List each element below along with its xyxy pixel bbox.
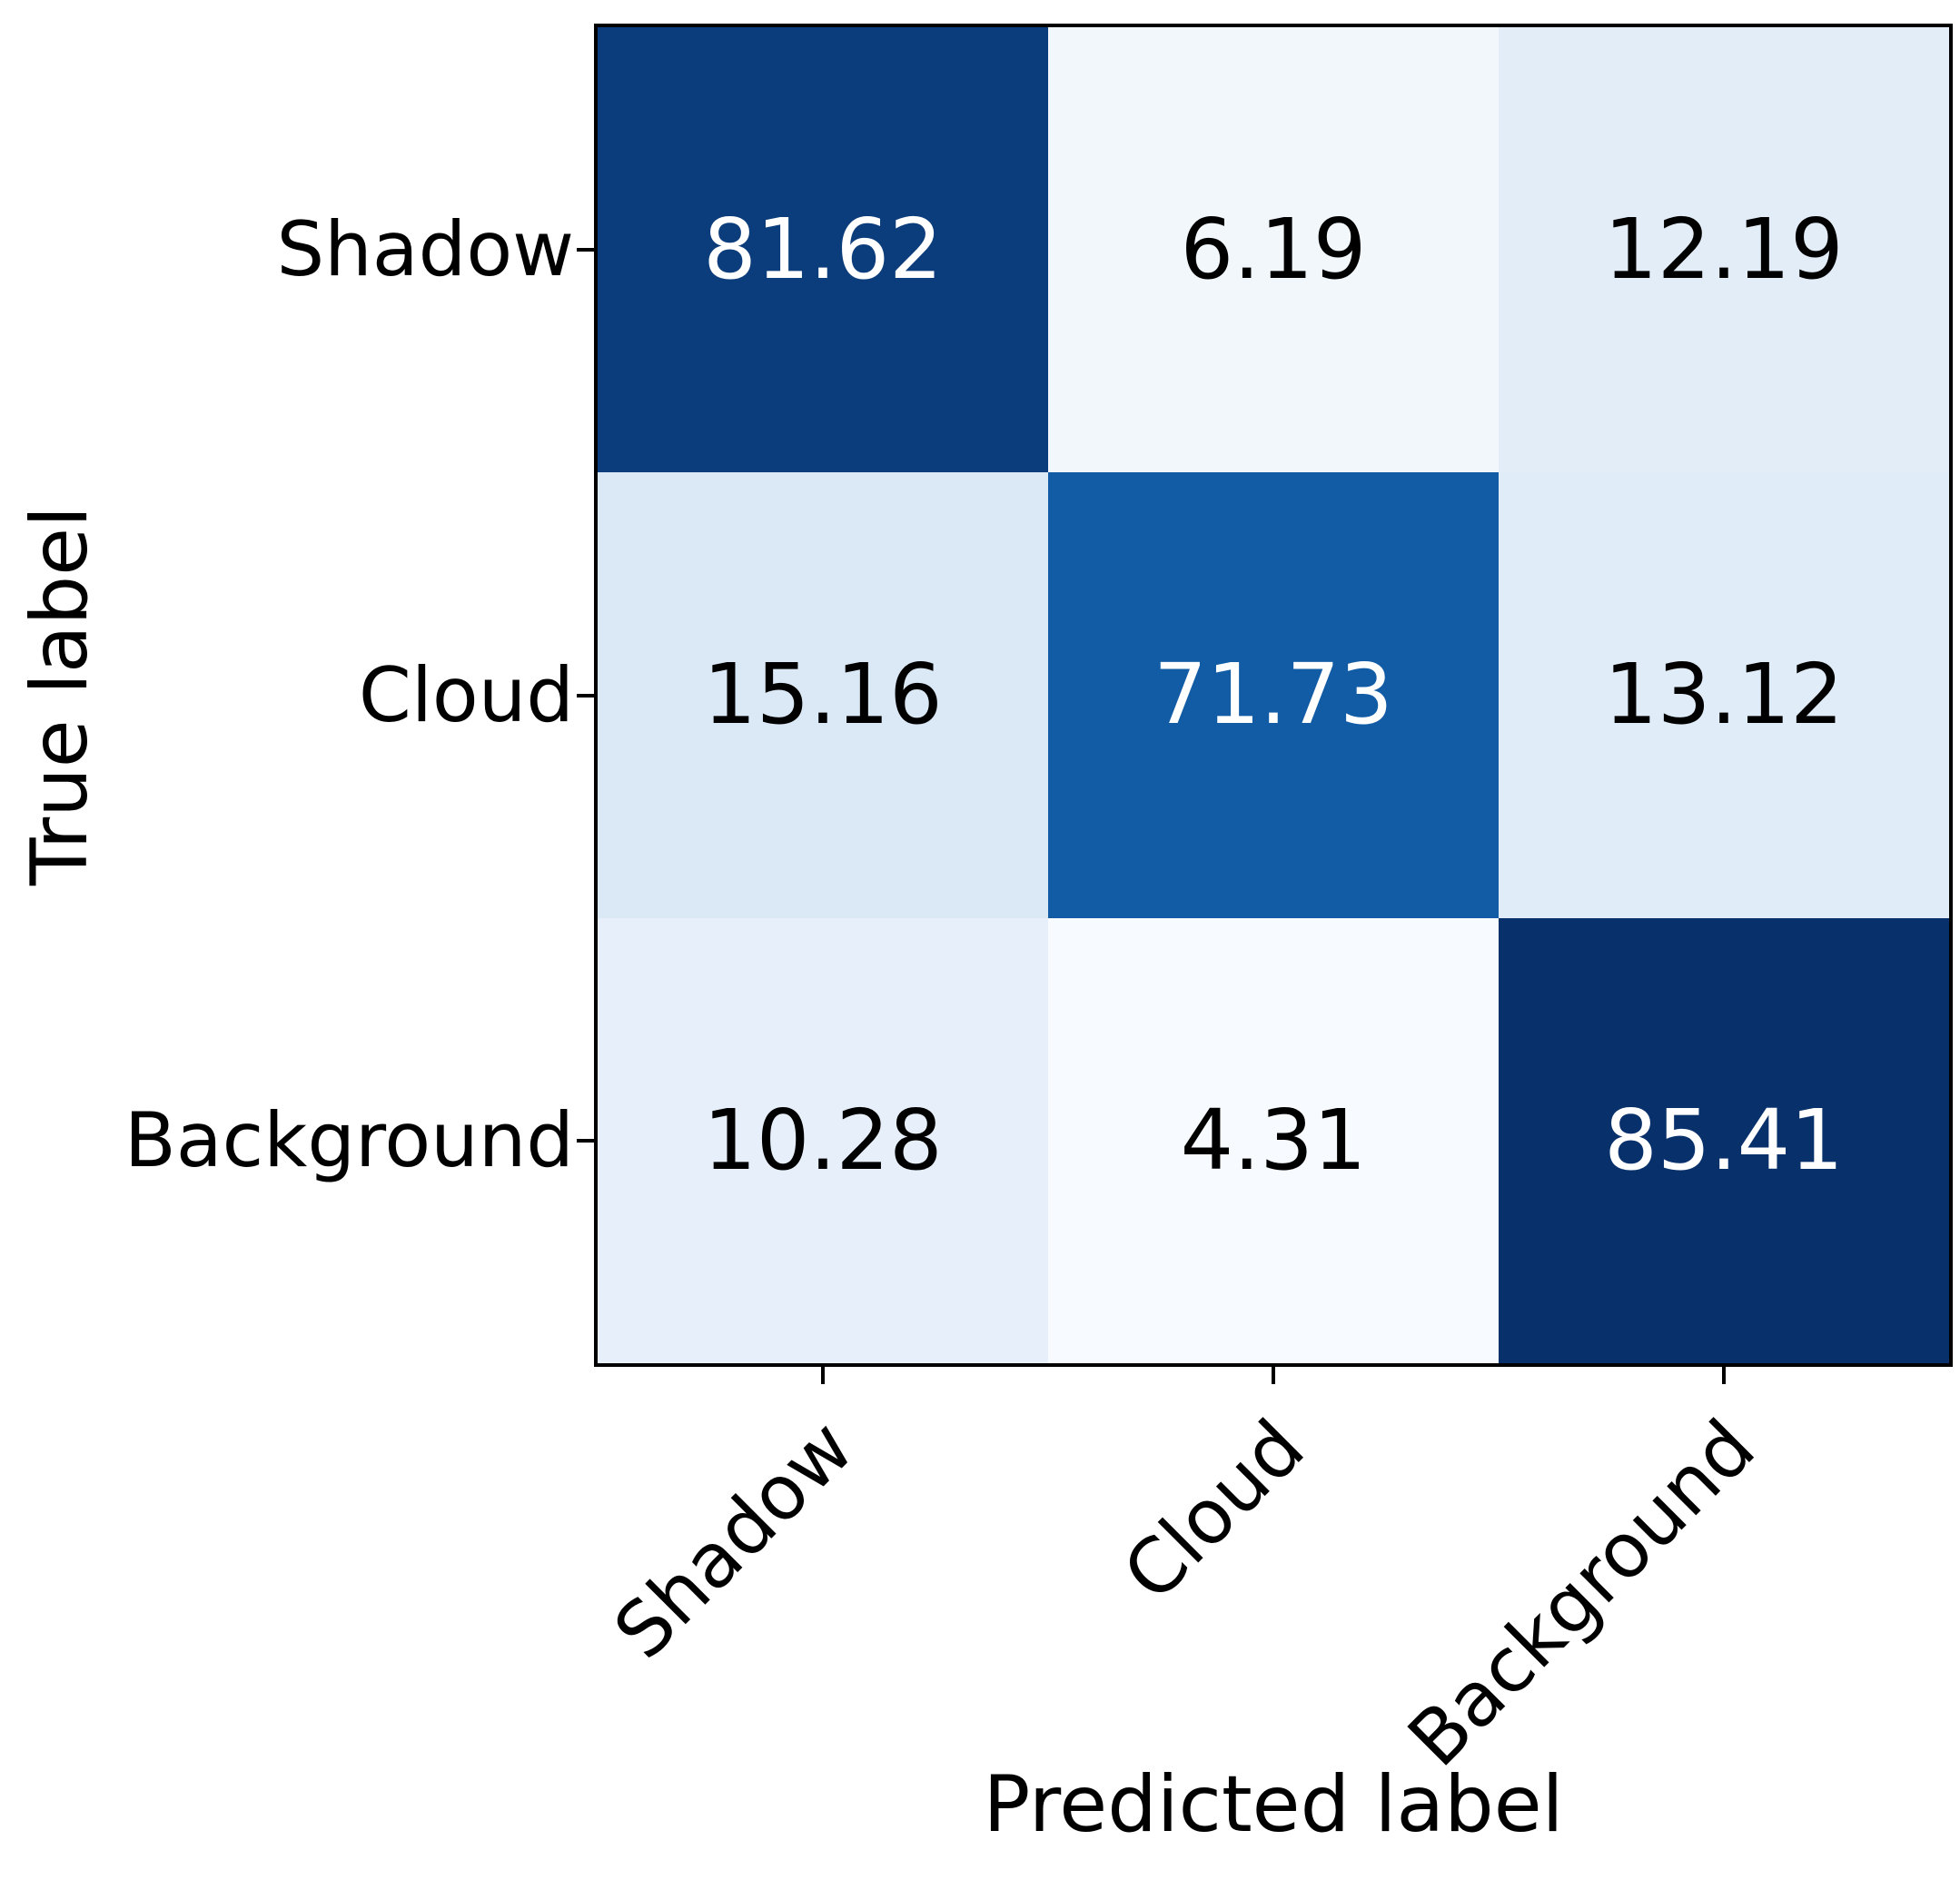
y-tick-cloud [577,694,594,698]
heatmap-plot-area: 81.62 6.19 12.19 15.16 71.73 13.12 10.28 4.31 85… [594,24,1953,1367]
matrix-cell-shadow-background: 12.19 [1499,27,1949,473]
x-tick-background [1722,1367,1726,1384]
matrix-cell-shadow-shadow: 81.62 [598,27,1048,473]
x-tick-shadow [821,1367,825,1384]
y-tick-shadow [577,248,594,252]
x-tick-cloud [1272,1367,1275,1384]
x-tick-label-shadow: Shadow [598,1402,871,1677]
matrix-cell-background-background: 85.41 [1499,917,1949,1363]
x-tick-label-background: Background [1391,1402,1772,1784]
matrix-cell-cloud-background: 13.12 [1499,472,1949,918]
y-axis-label-box: True label [15,24,105,1367]
heatmap-grid: 81.62 6.19 12.19 15.16 71.73 13.12 10.28 4.31 85… [598,27,1949,1363]
y-tick-background [577,1139,594,1143]
matrix-cell-background-shadow: 10.28 [598,917,1048,1363]
y-tick-label-shadow: Shadow [276,205,574,293]
y-axis-label: True label [15,505,105,886]
x-tick-label-cloud: Cloud [1106,1402,1322,1618]
matrix-cell-cloud-cloud: 71.73 [1048,472,1499,918]
y-tick-label-background: Background [124,1096,574,1184]
matrix-cell-shadow-cloud: 6.19 [1048,27,1499,473]
matrix-cell-cloud-shadow: 15.16 [598,472,1048,918]
matrix-cell-background-cloud: 4.31 [1048,917,1499,1363]
x-axis-label: Predicted label [983,1759,1564,1850]
y-tick-label-cloud: Cloud [358,651,574,739]
